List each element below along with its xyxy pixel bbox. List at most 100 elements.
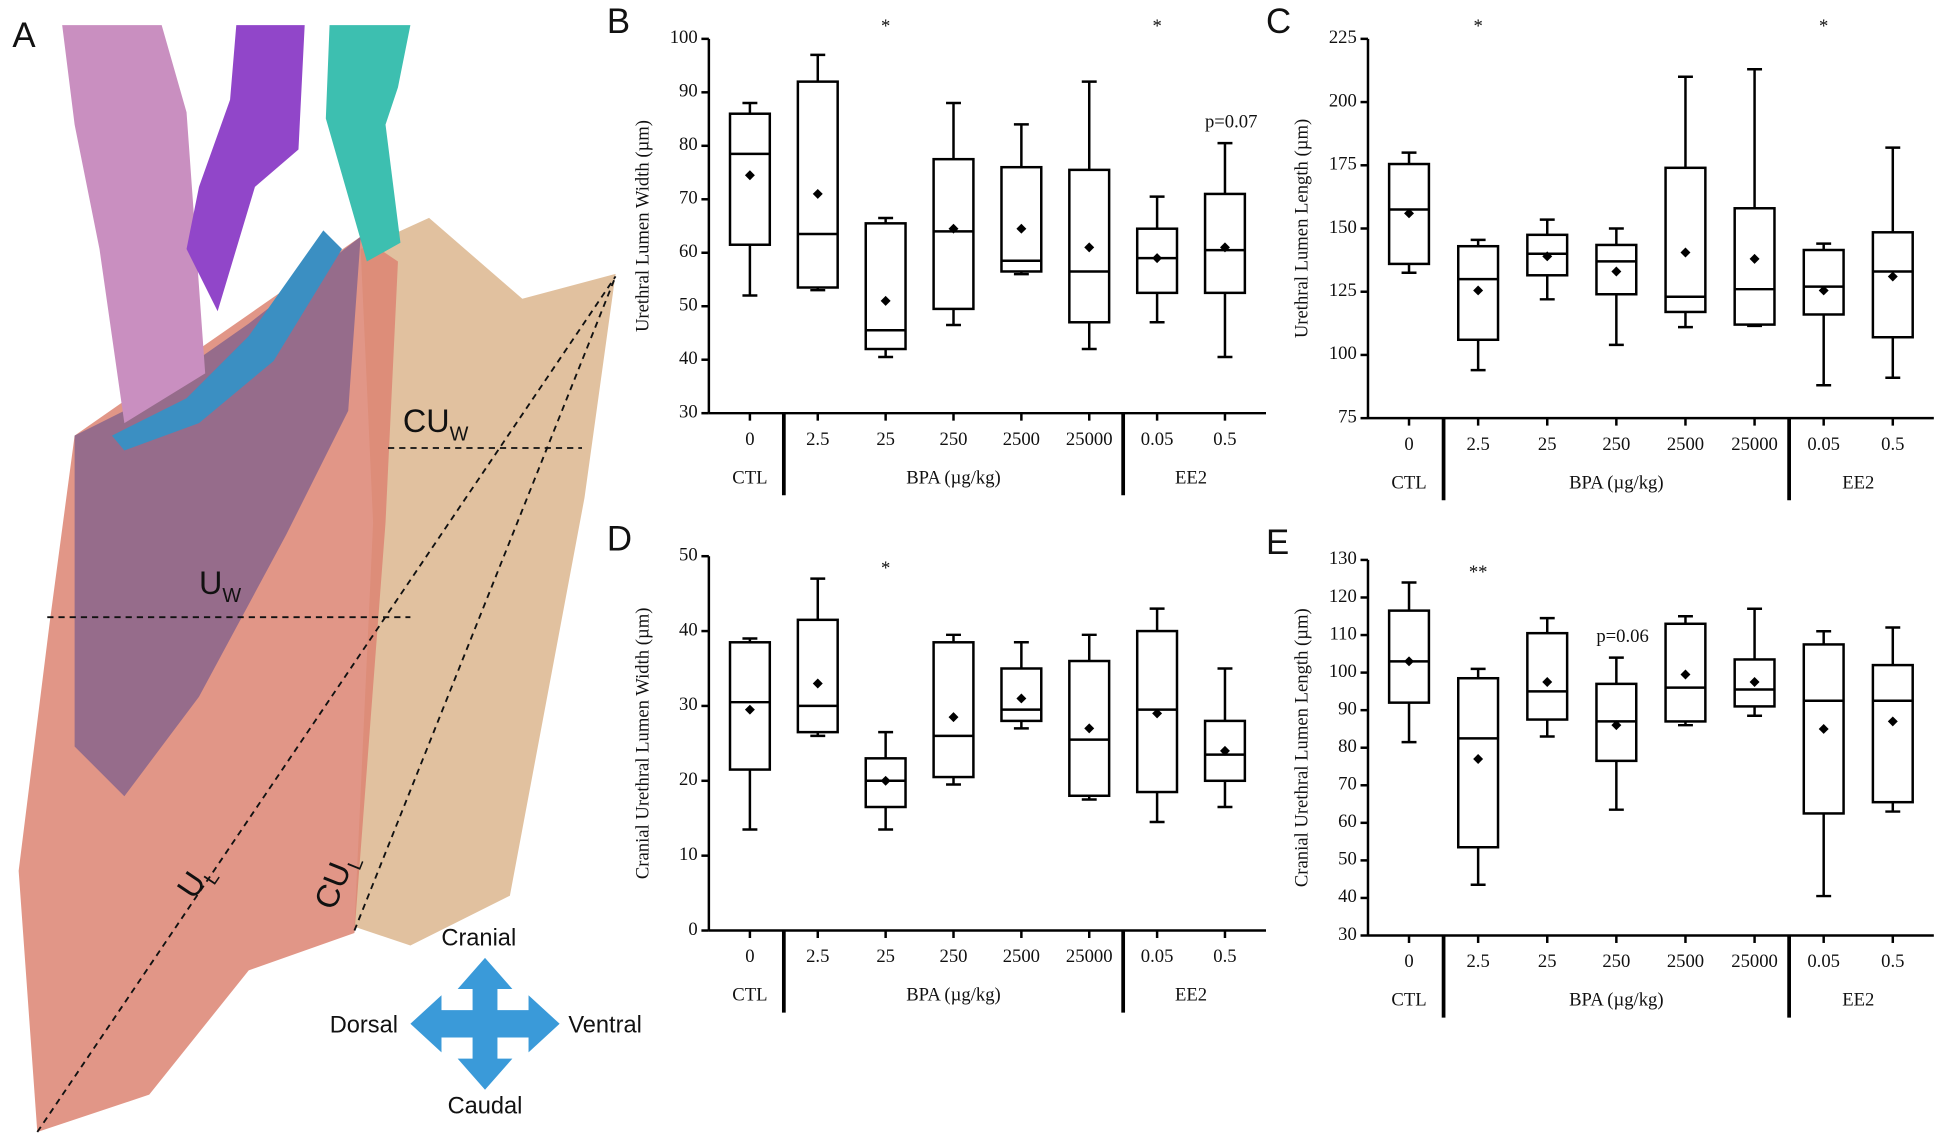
group-label: CTL: [1391, 472, 1426, 493]
group-label: EE2: [1175, 467, 1207, 488]
mean-marker: [1749, 677, 1760, 687]
y-tick-label: 200: [1329, 90, 1357, 111]
box: [796, 618, 839, 734]
annotation: p=0.06: [1596, 626, 1648, 647]
mean-marker: [812, 678, 823, 689]
whisker: [1013, 123, 1029, 168]
x-tick-label: 2.5: [1466, 951, 1489, 972]
panel-label: D: [607, 519, 632, 558]
whisker: [1608, 656, 1624, 684]
annotation: *: [1819, 16, 1828, 37]
whisker: [1470, 847, 1486, 887]
y-tick-label: 100: [1329, 661, 1357, 682]
tissue: [111, 230, 342, 451]
group-label: EE2: [1842, 990, 1874, 1011]
y-axis-title: Urethral Lumen Length (µm): [1292, 119, 1313, 338]
annotation: *: [1152, 16, 1161, 37]
x-tick-label: 25000: [1066, 429, 1113, 450]
whisker: [1401, 702, 1417, 744]
mean-marker: [948, 712, 959, 723]
whisker: [1608, 760, 1624, 811]
whisker: [1885, 626, 1901, 666]
tissue: [74, 236, 361, 797]
whisker: [878, 730, 894, 759]
whisker: [1217, 780, 1233, 809]
direction-label: Dorsal: [330, 1013, 398, 1039]
whisker: [878, 806, 894, 831]
group-label: EE2: [1842, 472, 1874, 493]
y-tick-label: 30: [1338, 924, 1357, 945]
whisker: [1013, 641, 1029, 669]
whisker: [946, 308, 961, 327]
measure-line: [353, 276, 617, 931]
x-tick-label: 0: [745, 946, 754, 967]
y-axis-title: Cranial Urethral Lumen Length (µm): [1292, 608, 1313, 887]
whisker: [1149, 607, 1165, 632]
mean-marker: [1749, 253, 1760, 264]
tissue: [186, 25, 305, 312]
whisker: [1539, 616, 1555, 634]
direction-label: Caudal: [448, 1093, 523, 1119]
mean-marker: [744, 704, 755, 715]
group-label: BPA (µg/kg): [1569, 472, 1663, 493]
x-tick-label: 0.5: [1213, 946, 1236, 967]
whisker: [1747, 706, 1763, 718]
whisker: [1081, 80, 1097, 170]
whisker: [946, 633, 961, 643]
whisker: [1816, 630, 1832, 645]
label-main: U: [199, 564, 222, 600]
group-label: BPA (µg/kg): [906, 985, 1000, 1006]
direction-label: Cranial: [441, 925, 516, 951]
x-tick-label: 250: [940, 429, 968, 450]
box: [932, 641, 975, 779]
y-tick-label: 120: [1329, 586, 1357, 607]
y-tick-label: 110: [1330, 623, 1357, 644]
mean-marker: [812, 188, 823, 199]
mean-marker: [1152, 253, 1163, 264]
x-tick-label: 2500: [1003, 429, 1040, 450]
whisker: [1539, 275, 1555, 301]
chart: C 75 100 125 150 175 200 225 Urethral Lumen Leng…: [1266, 2, 1934, 501]
group-label: CTL: [732, 985, 767, 1006]
whisker: [1401, 151, 1417, 165]
chart: D 0 10 20 30 40 50 Cranial Urethral Lumen Width…: [607, 519, 1267, 1013]
whisker: [742, 769, 758, 831]
whisker: [1149, 792, 1165, 824]
x-tick-label: 0.05: [1141, 429, 1174, 450]
y-tick-label: 150: [1329, 217, 1357, 238]
whisker: [1539, 218, 1555, 235]
y-tick-label: 100: [1329, 343, 1357, 364]
y-tick-label: 50: [679, 295, 698, 316]
y-tick-label: 30: [679, 694, 698, 715]
panel-a: A CUW UW UL CUL Cranial Dorsal Ventral C…: [12, 16, 642, 1133]
group-label: EE2: [1175, 985, 1207, 1006]
x-tick-label: 0.5: [1881, 434, 1904, 455]
whisker: [1149, 195, 1165, 229]
box: [1000, 667, 1043, 723]
box: [932, 157, 975, 311]
panel-label: C: [1266, 2, 1291, 41]
y-tick-label: 30: [679, 401, 698, 422]
y-tick-label: 50: [1338, 849, 1357, 870]
y-axis-title: Cranial Urethral Lumen Width (µm): [632, 608, 653, 880]
y-tick-label: 40: [1338, 886, 1357, 907]
tissue: [325, 25, 411, 262]
x-tick-label: 250: [940, 946, 968, 967]
x-tick-label: 0.05: [1807, 434, 1840, 455]
box: [1135, 629, 1179, 794]
mean-marker: [1818, 723, 1829, 734]
group-label: BPA (µg/kg): [906, 467, 1000, 488]
box: [796, 80, 839, 289]
whisker: [1885, 337, 1901, 379]
y-tick-label: 70: [679, 188, 698, 209]
mean-marker: [1887, 716, 1898, 727]
mean-marker: [1887, 271, 1898, 282]
whisker: [1678, 311, 1693, 329]
x-tick-label: 0.05: [1141, 946, 1174, 967]
mean-marker: [1152, 708, 1163, 719]
mean-marker: [880, 295, 891, 306]
x-tick-label: 0: [1404, 951, 1413, 972]
chart: E 30 40 50 60 70 80 90 100 110 120 130 Cranial Ureth…: [1266, 523, 1934, 1018]
box: [1733, 207, 1776, 326]
